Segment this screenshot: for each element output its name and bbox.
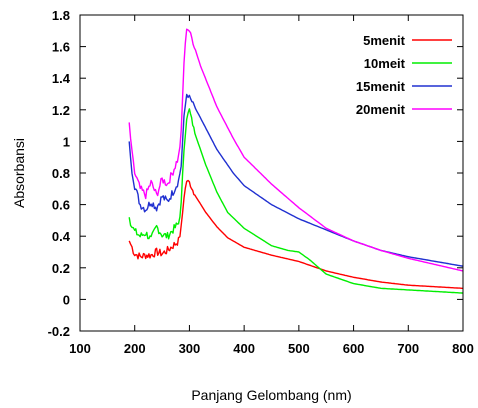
y-tick-label: 0.8 — [52, 166, 70, 181]
legend-label: 10meit — [364, 56, 406, 71]
x-tick-label: 400 — [233, 341, 255, 356]
y-tick-label: 1 — [63, 134, 70, 149]
y-tick-label: 1.4 — [52, 71, 71, 86]
x-tick-label: 500 — [288, 341, 310, 356]
legend-label: 15menit — [356, 79, 406, 94]
series-line — [128, 28, 464, 272]
legend-label: 5menit — [363, 33, 406, 48]
y-tick-label: 0.2 — [52, 261, 70, 276]
x-tick-label: 600 — [343, 341, 365, 356]
y-tick-label: 0 — [63, 292, 70, 307]
y-tick-label: 1.8 — [52, 8, 70, 23]
y-axis-title: Absorbansi — [11, 138, 27, 208]
legend-label: 20menit — [356, 102, 406, 117]
series-line — [128, 179, 463, 289]
x-tick-label: 300 — [179, 341, 201, 356]
y-tick-label: -0.2 — [48, 324, 70, 339]
x-tick-label: 200 — [124, 341, 146, 356]
y-tick-label: 1.2 — [52, 103, 70, 118]
series-line — [128, 108, 464, 294]
x-tick-label: 100 — [69, 341, 91, 356]
x-tick-label: 800 — [452, 341, 474, 356]
legend: 5menit 10meit 15menit 20menit — [356, 33, 452, 117]
series-group — [128, 28, 464, 294]
x-tick-label: 700 — [397, 341, 419, 356]
y-tick-label: 0.4 — [52, 229, 71, 244]
y-tick-label: 1.6 — [52, 40, 70, 55]
y-tick-label: 0.6 — [52, 198, 70, 213]
axis-ticks: 100 200 300 400 500 600 700 800 -0.2 0 0.2 0.4 0.6 0.… — [48, 8, 474, 356]
series-line — [128, 93, 464, 267]
x-axis-title: Panjang Gelombang (nm) — [191, 387, 351, 403]
